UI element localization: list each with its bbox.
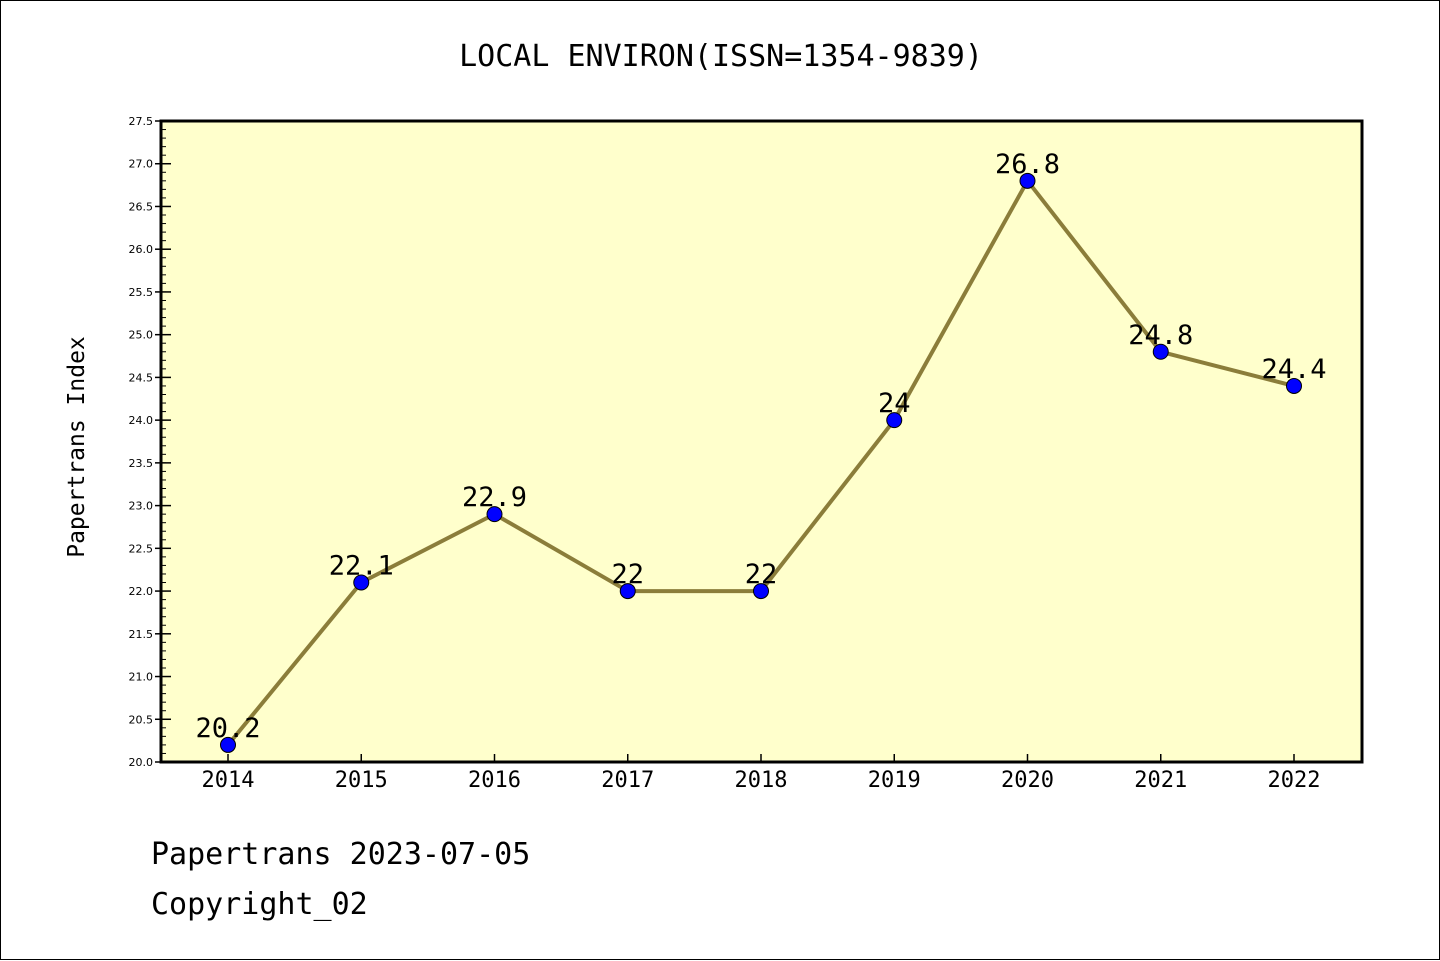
- y-tick-label: 23.0: [129, 500, 154, 513]
- data-label: 24.8: [1128, 320, 1193, 351]
- y-tick-label: 21.5: [129, 628, 154, 641]
- x-axis-ticks: 2014 2015 2016 2017 2018 2019 2020 2021 2022: [202, 754, 1321, 793]
- y-tick-label: 27.0: [129, 158, 154, 171]
- y-tick-label: 21.0: [129, 671, 154, 684]
- x-tick-label: 2017: [601, 768, 654, 793]
- y-tick-label: 22.5: [129, 542, 154, 555]
- data-label: 22: [611, 559, 644, 590]
- y-tick-label: 24.5: [129, 371, 154, 384]
- plot-area: [159, 119, 1364, 764]
- x-tick-label: 2018: [735, 768, 788, 793]
- y-tick-label: 24.0: [129, 414, 154, 427]
- y-tick-label: 22.0: [129, 585, 154, 598]
- data-label: 24.4: [1261, 354, 1326, 385]
- data-point: [1286, 377, 1302, 394]
- y-tick-label: 27.5: [129, 115, 154, 128]
- y-tick-label: 20.5: [129, 713, 154, 726]
- data-label: 22.9: [462, 482, 527, 513]
- x-tick-label: 2022: [1268, 768, 1321, 793]
- data-labels: 20.2 22.1 22.9 22 22 24 26.8 24.8 24.4: [195, 149, 1326, 744]
- y-tick-label: 26.0: [129, 243, 154, 256]
- data-label: 24: [878, 388, 911, 419]
- x-tick-label: 2021: [1134, 768, 1187, 793]
- data-label: 22: [745, 559, 778, 590]
- y-tick-label: 25.5: [129, 286, 154, 299]
- y-axis-ticks: 20.0 20.5 21.0 21.5 22.0 22.5 23.0 23.5 24.0 24.5…: [129, 115, 171, 769]
- data-point: [220, 736, 236, 753]
- data-markers: [220, 172, 1302, 753]
- data-point: [886, 412, 903, 429]
- data-label: 26.8: [995, 149, 1060, 180]
- x-tick-label: 2015: [335, 768, 388, 793]
- y-tick-label: 20.0: [129, 756, 154, 769]
- data-label: 20.2: [195, 713, 260, 744]
- chart-title: LOCAL ENVIRON(ISSN=1354-9839): [459, 39, 983, 74]
- data-point: [1152, 343, 1169, 360]
- y-tick-label: 26.5: [129, 200, 154, 213]
- x-tick-label: 2016: [468, 768, 521, 793]
- data-point: [753, 583, 769, 600]
- footer-date: Papertrans 2023-07-05: [151, 837, 531, 872]
- x-tick-label: 2019: [868, 768, 921, 793]
- data-point: [353, 574, 370, 591]
- y-tick-label: 23.5: [129, 457, 154, 470]
- x-tick-label: 2020: [1001, 768, 1054, 793]
- data-point: [486, 506, 503, 523]
- data-point: [1019, 172, 1036, 189]
- x-tick-label: 2014: [202, 768, 255, 793]
- footer-copyright: Copyright_02: [151, 887, 368, 922]
- y-tick-label: 25.0: [129, 329, 154, 342]
- data-point: [619, 583, 636, 600]
- data-label: 22.1: [329, 551, 394, 582]
